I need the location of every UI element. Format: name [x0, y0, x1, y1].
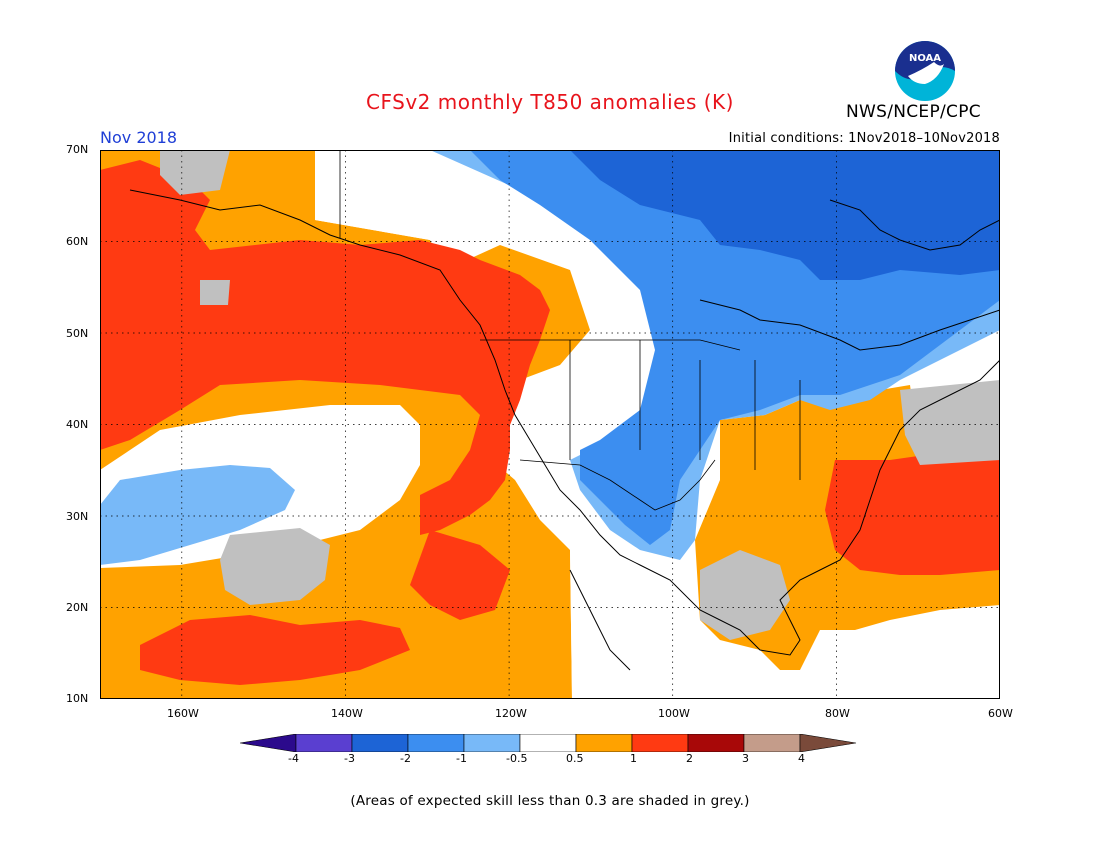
colorbar-label: -2 — [400, 752, 411, 765]
lon-label-160w: 160W — [167, 707, 199, 720]
chart-title: CFSv2 monthly T850 anomalies (K) — [366, 90, 734, 114]
anomaly-map — [100, 150, 1000, 699]
lat-label-10n: 10N — [66, 692, 89, 705]
lat-label-30n: 30N — [66, 510, 89, 523]
colorbar — [240, 734, 862, 752]
initial-conditions: Initial conditions: 1Nov2018–10Nov2018 — [728, 131, 1000, 146]
colorbar-label: -0.5 — [506, 752, 528, 765]
colorbar-segment — [295, 734, 353, 752]
colorbar-label: -3 — [344, 752, 355, 765]
borders — [339, 150, 801, 511]
graticule — [100, 150, 1000, 699]
agency-label: NWS/NCEP/CPC — [846, 102, 981, 122]
lat-label-60n: 60N — [66, 235, 89, 248]
lon-label-60w: 60W — [988, 707, 1013, 720]
lat-label-20n: 20N — [66, 601, 89, 614]
lon-label-80w: 80W — [825, 707, 850, 720]
colorbar-label: 1 — [630, 752, 637, 765]
colorbar-segment — [463, 734, 521, 752]
colorbar-segment — [631, 734, 689, 752]
colorbar-segment — [743, 734, 801, 752]
colorbar-segment-high-extend — [799, 734, 857, 752]
coastlines — [129, 189, 1000, 671]
lon-label-140w: 140W — [331, 707, 363, 720]
footnote: (Areas of expected skill less than 0.3 a… — [350, 793, 750, 809]
logo-text: NOAA — [909, 53, 941, 64]
lat-label-40n: 40N — [66, 418, 89, 431]
anomaly-band-red — [100, 160, 1000, 685]
colorbar-segment — [351, 734, 409, 752]
colorbar-label: 4 — [798, 752, 805, 765]
lon-label-100w: 100W — [658, 707, 690, 720]
lat-label-70n: 70N — [66, 143, 89, 156]
colorbar-label: 0.5 — [566, 752, 584, 765]
noaa-logo: NOAA — [894, 40, 956, 102]
colorbar-label: -1 — [456, 752, 467, 765]
colorbar-label: 2 — [686, 752, 693, 765]
colorbar-label: -4 — [288, 752, 299, 765]
colorbar-segment — [575, 734, 633, 752]
colorbar-segment — [687, 734, 745, 752]
low-skill-mask — [160, 150, 1000, 640]
colorbar-segment — [519, 734, 577, 752]
colorbar-segment-low-extend — [240, 734, 297, 752]
forecast-month: Nov 2018 — [100, 128, 178, 147]
colorbar-label: 3 — [742, 752, 749, 765]
anomaly-band-dark-blue — [570, 150, 1000, 280]
lat-label-50n: 50N — [66, 327, 89, 340]
colorbar-segment — [407, 734, 465, 752]
lon-label-120w: 120W — [495, 707, 527, 720]
